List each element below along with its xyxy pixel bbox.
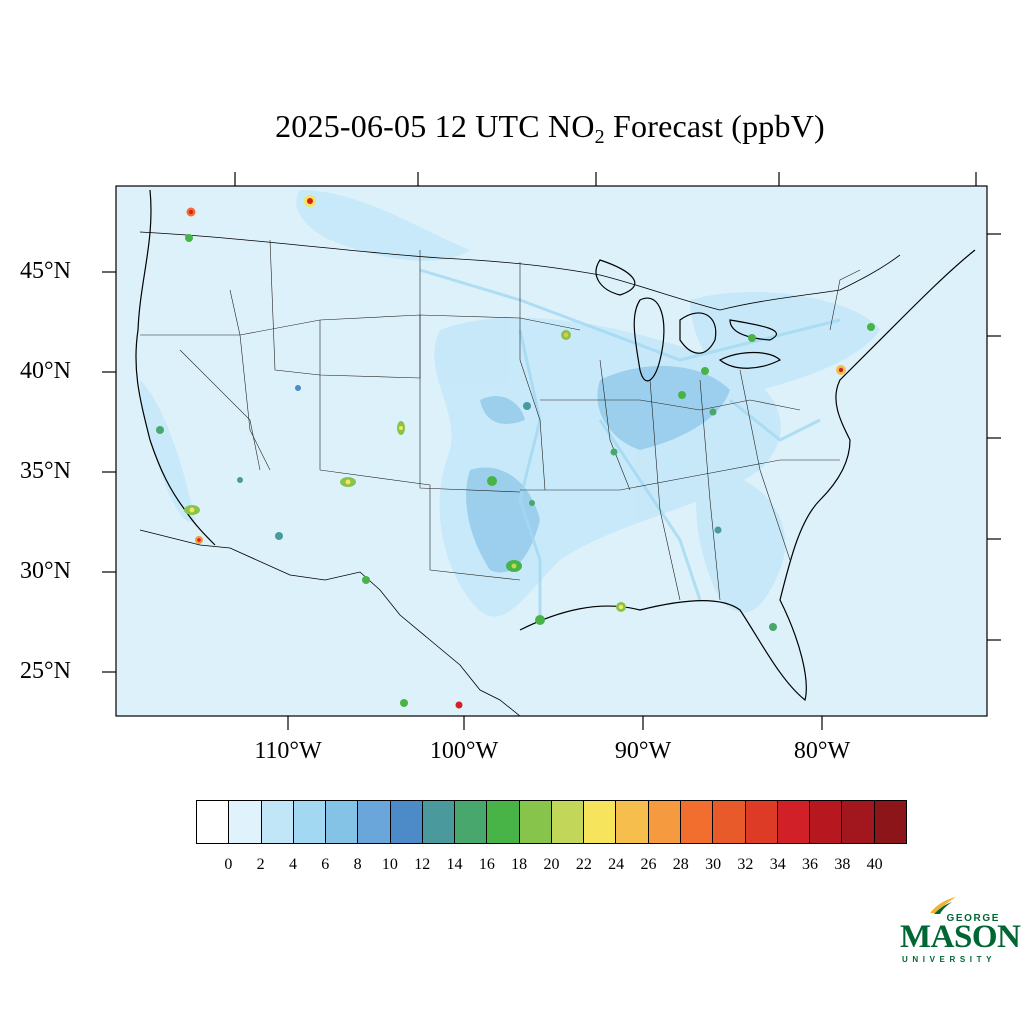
colorbar-tick-label: 4: [288, 856, 297, 873]
hotspot-las-vegas: [237, 477, 243, 483]
pollution-hotspots: [156, 195, 875, 709]
colorbar-bin: [358, 801, 391, 843]
colorbar-tick-label: 38: [834, 856, 851, 873]
lat-label-40n: 40°N: [20, 358, 71, 384]
gmu-logo-george: GEORGE: [946, 913, 1000, 924]
gmu-logo: GEORGE MASON UNIVERSITY: [898, 895, 1021, 970]
colorbar-bin: [487, 801, 520, 843]
colorbar-bin: [422, 801, 456, 843]
hotspot-toronto: [748, 334, 756, 342]
colorbar-bin: [326, 801, 359, 843]
lat-label-25n: 25°N: [20, 658, 71, 684]
colorbar-tick-label: 34: [769, 856, 786, 873]
state-borders: [140, 239, 861, 601]
colorbar-bin: [648, 801, 681, 843]
colorbar-tick-label: 22: [575, 856, 592, 873]
hotspot-atlanta: [714, 526, 722, 534]
lon-label-90w: 90°W: [614, 738, 672, 764]
hotspot-austin: [535, 615, 545, 625]
colorbar-tick-label: 28: [672, 856, 689, 873]
hotspot-kansas-city: [523, 402, 531, 410]
gmu-logo-university: UNIVERSITY: [902, 955, 997, 964]
colorbar-tick-label: 6: [321, 856, 330, 873]
colorbar-bin: [197, 801, 230, 843]
colorbar-bin: [261, 801, 294, 843]
gmu-logo-mason: MASON: [900, 919, 1021, 955]
lon-label-100w: 100°W: [429, 738, 499, 764]
hotspot-gulf-mexico: [455, 701, 463, 709]
colorbar-bin: [713, 801, 746, 843]
hotspot-oklahoma-city: [487, 476, 497, 486]
map-frame: [115, 185, 988, 717]
hotspot-seattle: [185, 234, 193, 242]
hotspot-salt-lake: [295, 385, 301, 391]
colorbar-tick-label: 0: [224, 856, 233, 873]
colorbar-bin: [293, 801, 327, 843]
colorbar-bin: [551, 801, 585, 843]
lat-label-35n: 35°N: [20, 458, 71, 484]
colorbar-tick-label: 16: [478, 856, 495, 873]
colorbar-tick-label: 12: [414, 856, 431, 873]
colorbar-bin: [455, 801, 488, 843]
colorbar-tick-label: 18: [511, 856, 528, 873]
colorbar-bin: [229, 801, 262, 843]
lon-label-80w: 80°W: [793, 738, 851, 764]
colorbar-bin: [584, 801, 617, 843]
colorbar-tick-label: 40: [866, 856, 883, 873]
hotspot-phoenix: [275, 532, 283, 540]
colorbar-tick-label: 36: [802, 856, 819, 873]
hotspot-tampa: [769, 623, 777, 631]
colorbar-bin: [519, 801, 552, 843]
gmu-flame-icon: [930, 897, 956, 914]
colorbar-tick-label: 10: [381, 856, 398, 873]
colorbar-tick-label: 26: [640, 856, 657, 873]
lat-label-30n: 30°N: [20, 558, 71, 584]
colorbar-tick-label: 30: [705, 856, 722, 873]
coastline: [135, 189, 976, 702]
colorbar-tick-label: 24: [608, 856, 625, 873]
hotspot-sf-bay: [156, 426, 164, 434]
colorbar-bin: [874, 801, 906, 843]
hotspot-detroit: [701, 367, 709, 375]
hotspot-st-louis: [610, 448, 618, 456]
colorbar-bin: [390, 801, 423, 843]
tick-marks: [102, 172, 1001, 730]
colorbar-bin: [810, 801, 843, 843]
lat-label-45n: 45°N: [20, 258, 71, 284]
colorbar-tick-label: 2: [256, 856, 265, 873]
colorbar-tick-label: 14: [446, 856, 463, 873]
country-borders: [139, 231, 901, 716]
hotspot-monterrey: [400, 699, 408, 707]
hotspot-montreal: [867, 323, 875, 331]
colorbar-tick-label: 8: [353, 856, 362, 873]
map-title: 2025-06-05 12 UTC NO2 Forecast (ppbV): [275, 108, 825, 148]
hotspot-el-paso: [362, 576, 370, 584]
colorbar-legend: [196, 800, 907, 844]
lon-label-110w: 110°W: [254, 738, 322, 764]
hotspot-indianapolis: [709, 408, 717, 416]
hotspot-chicago: [678, 391, 686, 399]
colorbar-tick-label: 32: [737, 856, 754, 873]
colorbar-bin: [680, 801, 714, 843]
colorbar-bin: [777, 801, 811, 843]
colorbar-bin: [616, 801, 649, 843]
colorbar-tick-label: 20: [543, 856, 560, 873]
colorbar-bin: [745, 801, 778, 843]
colorbar-bin: [842, 801, 875, 843]
hotspot-tulsa: [529, 500, 535, 506]
